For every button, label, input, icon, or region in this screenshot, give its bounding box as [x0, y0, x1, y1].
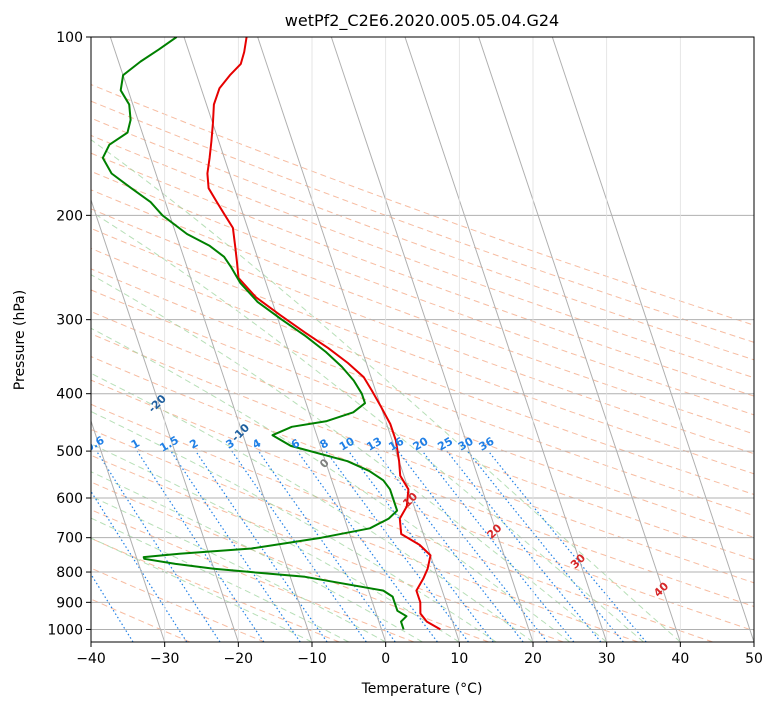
plot-frame	[90, 36, 755, 643]
moist-adiabat	[91, 517, 350, 642]
moist-adiabat	[91, 274, 608, 642]
chart-title: wetPf2_C2E6.2020.005.05.04.G24	[285, 11, 559, 31]
dry-adiabat	[91, 268, 754, 517]
x-tick-label: 20	[524, 651, 542, 667]
mixing-ratio-line	[421, 450, 575, 642]
moist-adiabat	[91, 372, 534, 642]
dry-adiabat	[91, 481, 489, 642]
y-axis-label: Pressure (hPa)	[12, 290, 28, 390]
mixing-ratio-line	[487, 450, 647, 642]
mixing-ratio-line	[231, 450, 367, 642]
dry-adiabat	[91, 537, 340, 642]
mixing-ratio-line	[195, 450, 328, 642]
y-tick-label: 800	[56, 565, 83, 581]
moist-adiabat	[91, 471, 423, 642]
dry-adiabat	[91, 379, 754, 632]
isotherm-line	[109, 37, 313, 642]
data-series	[101, 37, 441, 631]
mixing-ratio-line	[446, 450, 602, 642]
y-tick-label: 300	[56, 313, 83, 329]
moist-adiabat	[91, 495, 386, 642]
x-tick-label: 50	[745, 651, 763, 667]
dry-adiabat	[91, 100, 754, 343]
y-tick-label: 400	[56, 387, 83, 403]
x-tick-label: 0	[381, 651, 390, 667]
x-tick-label: −40	[76, 651, 106, 667]
y-tick-label: 700	[56, 531, 83, 547]
dry-adiabat	[91, 428, 639, 642]
mixing-ratio-line	[96, 450, 221, 642]
isotherm-line	[91, 198, 239, 642]
x-tick-label: −30	[150, 651, 180, 667]
mixing-ratio-line	[91, 490, 188, 642]
x-axis-label: Temperature (°C)	[361, 681, 483, 697]
mixing-ratio-line	[170, 450, 301, 642]
y-tick-label: 600	[56, 491, 83, 507]
isotherm-line	[551, 37, 754, 642]
x-tick-label: 10	[450, 651, 468, 667]
moist-adiabat	[91, 443, 460, 642]
x-tick-label: −10	[297, 651, 327, 667]
y-tick-label: 1000	[47, 622, 83, 638]
isotherm-line	[404, 37, 608, 642]
isotherm-line	[330, 37, 534, 642]
background-grid	[91, 37, 754, 642]
y-axis: 100 200 300 400 500 600 700 800 900 1000	[47, 30, 91, 638]
dry-adiabat	[91, 509, 415, 642]
dry-adiabat	[91, 247, 754, 496]
mixing-ratio-line	[325, 450, 469, 642]
dry-adiabat	[91, 289, 754, 538]
dry-adiabat	[91, 598, 190, 642]
temperature-profile-line	[206, 37, 441, 631]
moist-adiabat	[91, 211, 644, 642]
dry-adiabat	[91, 152, 754, 397]
dry-adiabat	[91, 310, 754, 561]
x-tick-label: 40	[671, 651, 689, 667]
moist-adiabat	[91, 327, 571, 642]
dry-adiabat	[91, 208, 754, 455]
y-tick-label: 100	[56, 30, 83, 46]
dry-adiabat	[91, 333, 754, 584]
x-tick-label: −20	[224, 651, 254, 667]
isotherm-line	[91, 419, 166, 642]
y-tick-label: 500	[56, 444, 83, 460]
x-tick-label: 30	[598, 651, 616, 667]
y-tick-label: 200	[56, 208, 83, 224]
y-tick-label: 900	[56, 595, 83, 611]
dewpoint-profile-line	[101, 37, 408, 630]
dry-adiabat	[91, 189, 754, 435]
isotherm-line	[478, 37, 681, 642]
x-axis: −40 −30 −20 −10 0 10 20 30 40 50	[76, 642, 763, 667]
mixing-ratio-line	[136, 450, 265, 642]
isotherm-line	[257, 37, 460, 642]
dry-adiabat	[91, 454, 564, 642]
moist-adiabat	[91, 139, 681, 642]
dry-adiabat	[91, 356, 754, 608]
mixing-ratio-line	[296, 450, 438, 642]
isotherm-line	[183, 37, 387, 642]
